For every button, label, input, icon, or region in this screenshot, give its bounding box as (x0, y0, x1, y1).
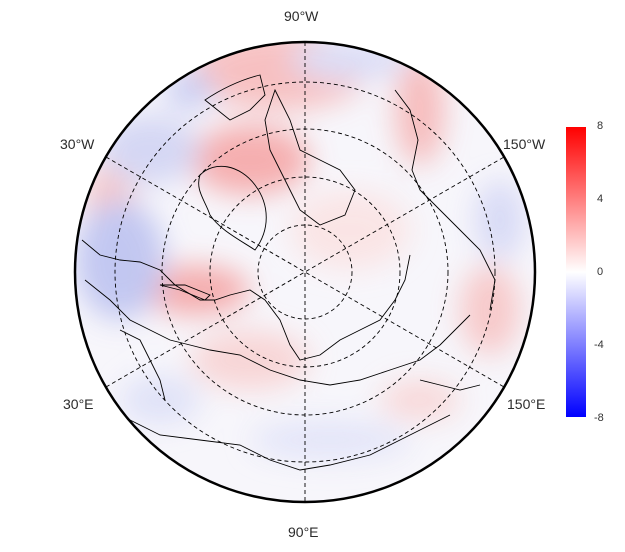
coastlines (81, 74, 496, 471)
label-150e: 150°E (507, 396, 546, 412)
label-90e: 90°E (288, 524, 319, 540)
colorbar-tick-neg8: -8 (594, 412, 604, 424)
colorbar (566, 127, 586, 417)
label-30e: 30°E (63, 396, 94, 412)
map-boundary (73, 40, 537, 504)
colorbar-tick-0: 0 (597, 266, 604, 278)
graticule (105, 42, 505, 502)
label-90w: 90°W (284, 8, 319, 24)
label-150w: 150°W (503, 136, 546, 152)
colorbar-tick-8: 8 (597, 120, 604, 132)
label-30w: 30°W (60, 136, 95, 152)
colorbar-tick-4: 4 (597, 193, 604, 205)
colorbar-tick-neg4: -4 (594, 339, 604, 351)
